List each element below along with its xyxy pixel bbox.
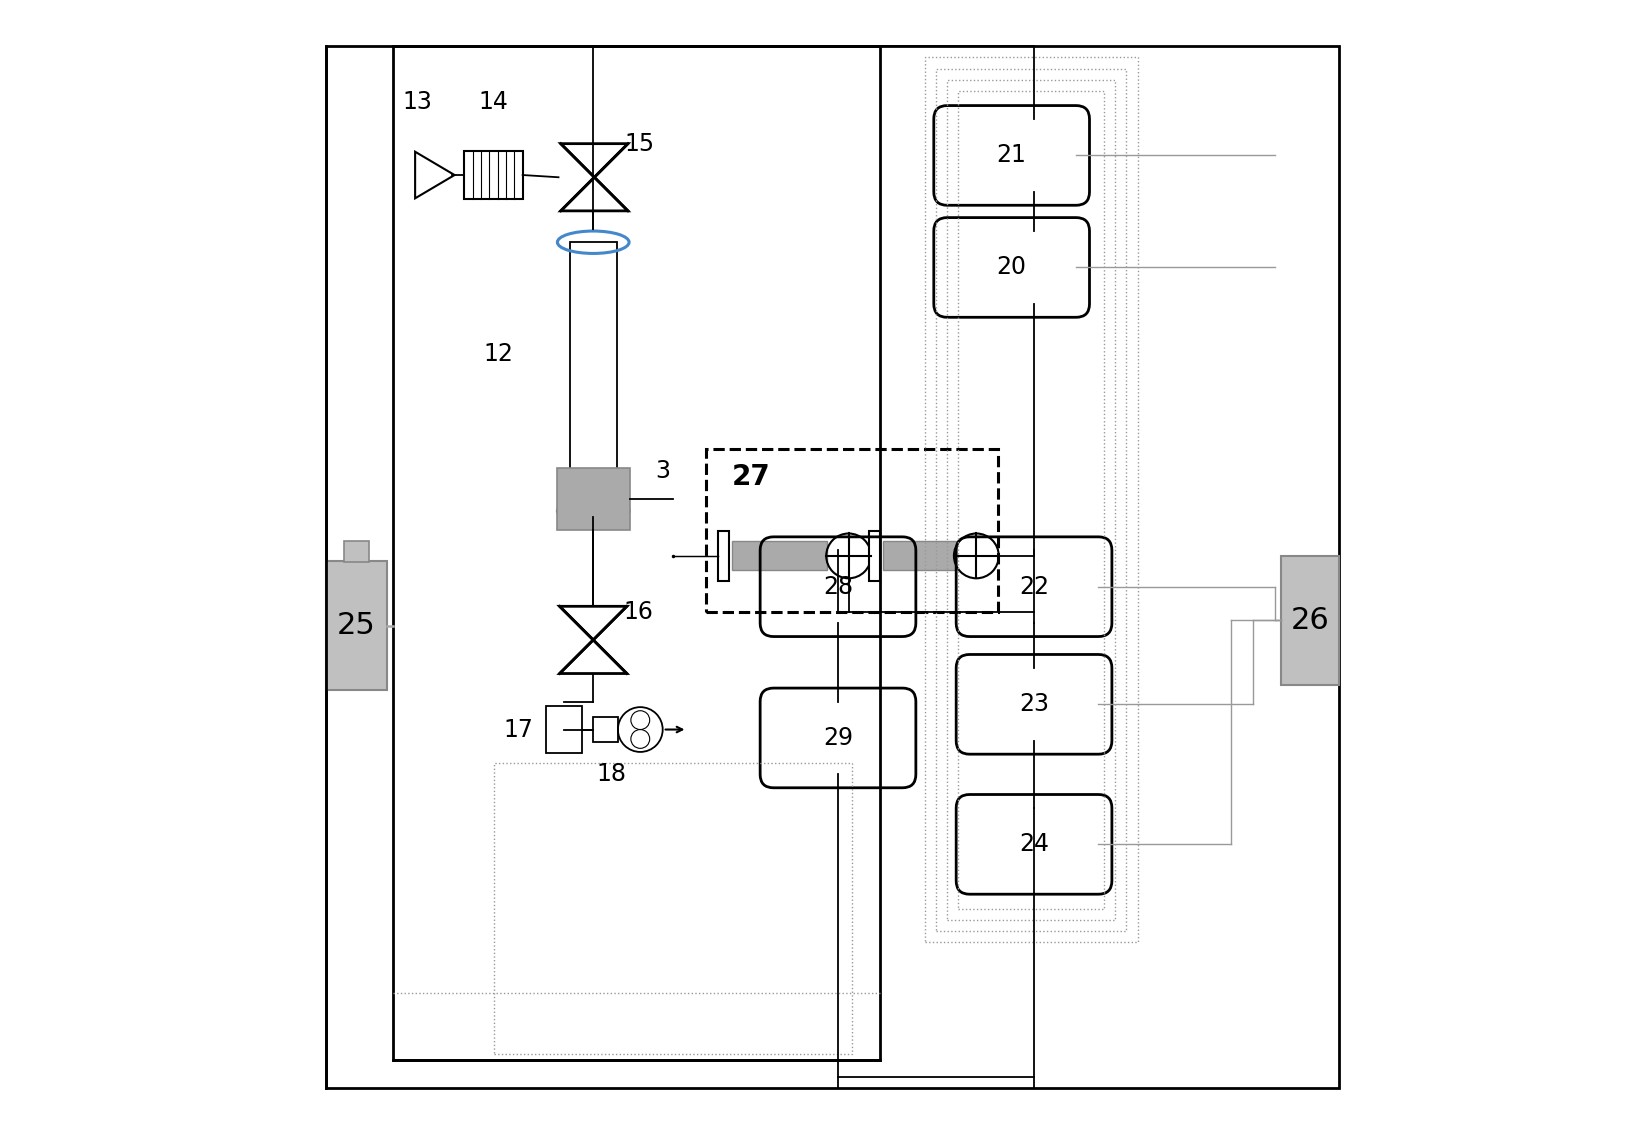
Text: 23: 23 <box>1018 692 1050 716</box>
Bar <box>868 531 880 581</box>
Bar <box>948 80 1116 920</box>
Text: 25: 25 <box>336 611 376 640</box>
Text: 16: 16 <box>623 600 653 624</box>
Text: 15: 15 <box>625 131 654 156</box>
Text: 21: 21 <box>997 144 1027 167</box>
Bar <box>326 562 387 691</box>
Bar <box>883 541 956 570</box>
Bar <box>557 468 630 530</box>
Bar <box>707 449 997 612</box>
Text: 28: 28 <box>822 575 854 599</box>
Text: 29: 29 <box>822 725 854 750</box>
Bar <box>344 541 369 562</box>
Text: 22: 22 <box>1018 575 1050 599</box>
Text: 13: 13 <box>402 90 432 115</box>
Bar <box>732 541 827 570</box>
Text: 14: 14 <box>478 90 509 115</box>
Text: 18: 18 <box>597 763 626 786</box>
Text: 27: 27 <box>732 464 771 492</box>
Text: 12: 12 <box>483 343 513 366</box>
Bar <box>959 91 1104 909</box>
Text: 3: 3 <box>654 459 669 483</box>
Bar <box>465 152 522 199</box>
Bar <box>936 69 1127 931</box>
Bar <box>593 718 618 742</box>
Text: 17: 17 <box>503 718 532 741</box>
Bar <box>717 531 728 581</box>
Bar <box>545 706 582 754</box>
Bar <box>925 57 1137 942</box>
Bar <box>392 46 880 1060</box>
Text: 20: 20 <box>997 255 1027 280</box>
Text: 26: 26 <box>1290 605 1330 634</box>
Bar <box>1280 556 1340 685</box>
Bar <box>570 243 616 511</box>
Bar <box>493 764 852 1054</box>
Text: 24: 24 <box>1018 832 1050 857</box>
